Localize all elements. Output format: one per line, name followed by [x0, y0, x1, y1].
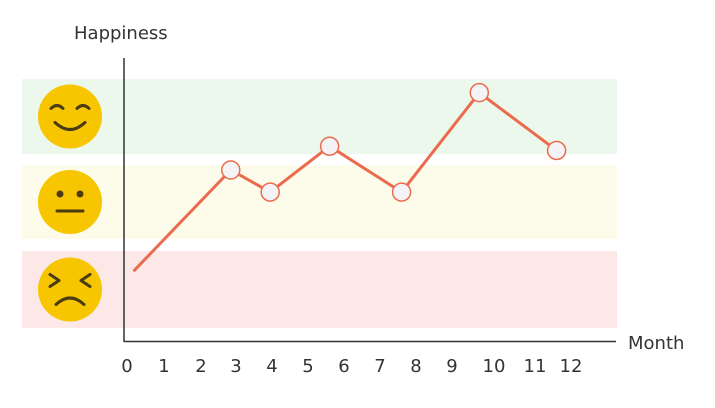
- x-tick-label: 7: [374, 356, 385, 377]
- data-point: [469, 82, 490, 103]
- neutral-face-icon: [38, 170, 102, 234]
- y-axis-label: Happiness: [74, 23, 168, 44]
- x-tick-label: 12: [560, 356, 583, 377]
- x-tick-label: 8: [410, 356, 421, 377]
- x-tick-label: 4: [266, 356, 277, 377]
- x-tick-label: 11: [524, 356, 547, 377]
- x-tick-label: 5: [302, 356, 313, 377]
- x-tick-label: 6: [338, 356, 349, 377]
- smiling-face-icon: [38, 84, 102, 149]
- data-point: [319, 136, 340, 156]
- data-point: [546, 140, 567, 161]
- x-tick-labels: 0 1 2 3 4 5 6 7 8 9 10 11 12: [121, 356, 582, 377]
- data-point: [391, 182, 412, 202]
- mood-bands: [22, 79, 617, 328]
- data-point: [221, 160, 241, 180]
- x-tick-label: 10: [483, 356, 506, 377]
- x-tick-label: 0: [121, 356, 132, 377]
- x-tick-label: 3: [230, 356, 241, 377]
- x-tick-label: 1: [158, 356, 169, 377]
- x-tick-label: 9: [446, 356, 457, 377]
- x-tick-label: 2: [195, 356, 206, 377]
- data-point: [260, 182, 280, 202]
- x-axis-label: Month: [628, 333, 684, 354]
- axes: Happiness Month: [74, 23, 684, 354]
- mood-icons: [38, 84, 102, 322]
- band-happy: [22, 79, 617, 154]
- band-neutral: [22, 165, 617, 239]
- happiness-series: [132, 82, 567, 272]
- band-sad: [22, 251, 617, 328]
- sad-face-icon: [38, 257, 102, 322]
